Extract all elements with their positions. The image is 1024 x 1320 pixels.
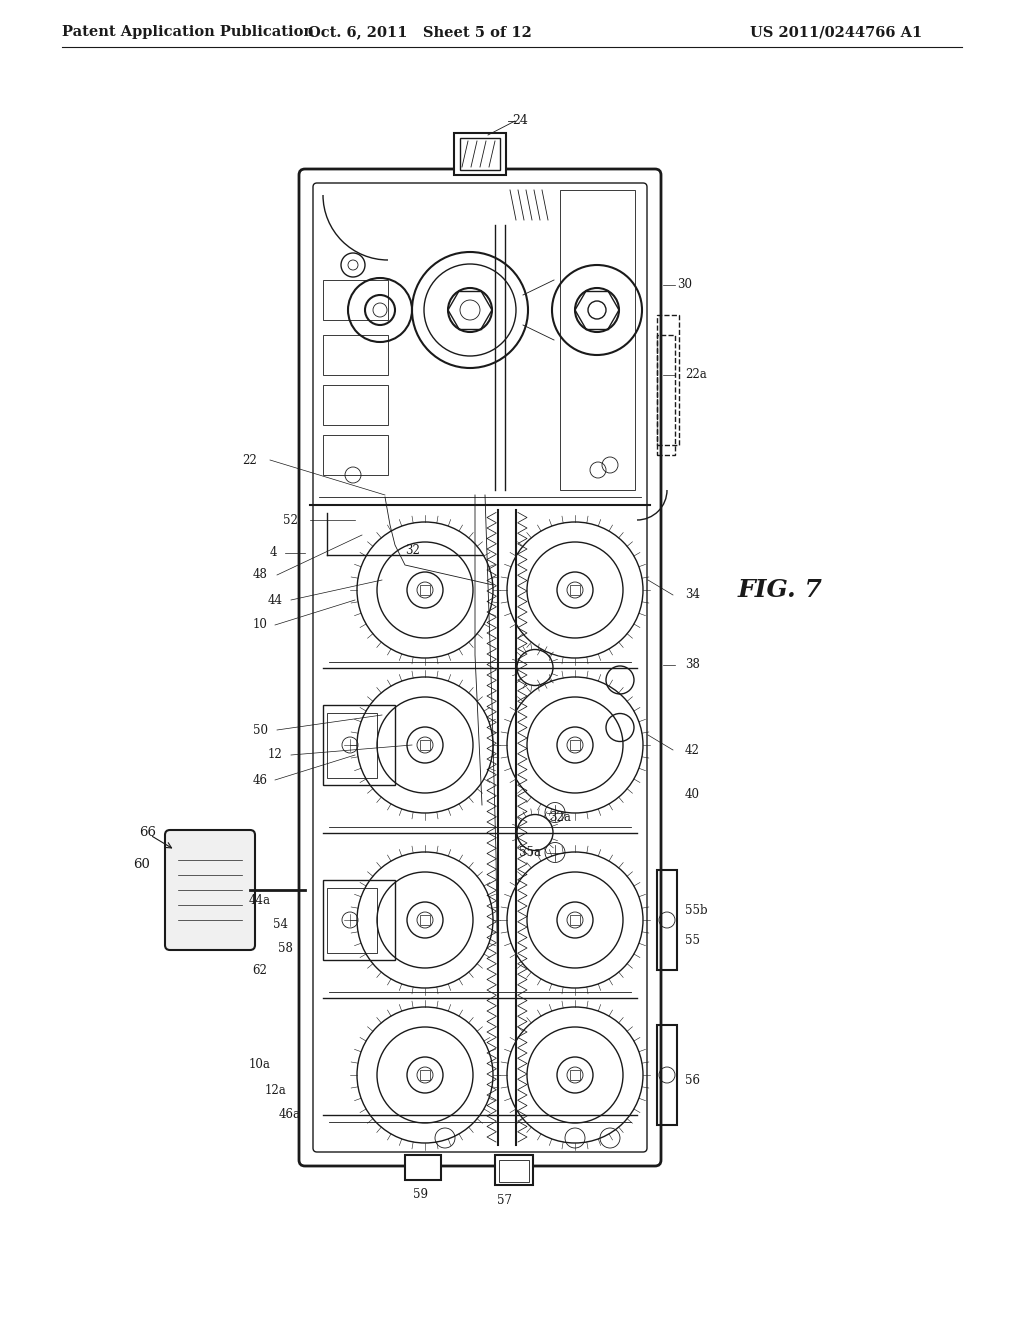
Text: Patent Application Publication: Patent Application Publication — [62, 25, 314, 40]
Text: 55b: 55b — [685, 903, 708, 916]
Text: 34: 34 — [685, 589, 700, 602]
Bar — [420, 1069, 430, 1080]
Bar — [569, 915, 581, 925]
Bar — [323, 436, 388, 475]
Bar — [657, 1026, 677, 1125]
Bar — [420, 585, 430, 595]
Text: 56: 56 — [685, 1073, 700, 1086]
Text: Oct. 6, 2011   Sheet 5 of 12: Oct. 6, 2011 Sheet 5 of 12 — [308, 25, 531, 40]
Text: 22a: 22a — [685, 368, 707, 381]
Text: 48: 48 — [253, 569, 267, 582]
Text: 58: 58 — [278, 941, 293, 954]
Text: 42: 42 — [685, 743, 699, 756]
Bar — [323, 385, 388, 425]
Bar — [323, 335, 388, 375]
Text: 50: 50 — [253, 723, 267, 737]
Text: 46a: 46a — [279, 1109, 301, 1122]
Bar — [657, 335, 675, 455]
Text: 32: 32 — [406, 544, 420, 557]
Text: 10: 10 — [253, 619, 267, 631]
Bar — [323, 280, 388, 319]
Bar — [323, 880, 395, 960]
Text: 24: 24 — [512, 115, 528, 128]
Text: 38: 38 — [685, 659, 699, 672]
Text: 10a: 10a — [249, 1059, 271, 1072]
Text: 12: 12 — [267, 748, 283, 762]
Bar — [420, 739, 430, 750]
Text: 44a: 44a — [249, 894, 271, 907]
Bar — [657, 870, 677, 970]
Text: 62: 62 — [253, 964, 267, 977]
Text: 57: 57 — [498, 1193, 512, 1206]
Bar — [327, 887, 377, 953]
Bar — [460, 139, 500, 170]
Bar — [454, 133, 506, 176]
Bar — [323, 705, 395, 785]
Text: 54: 54 — [272, 919, 288, 932]
Bar — [420, 915, 430, 925]
Bar — [560, 190, 635, 490]
Bar — [657, 315, 679, 445]
Bar — [406, 1155, 441, 1180]
Bar — [495, 1155, 534, 1185]
Text: 32a: 32a — [549, 810, 571, 824]
Text: US 2011/0244766 A1: US 2011/0244766 A1 — [750, 25, 923, 40]
Text: 4: 4 — [269, 546, 276, 560]
Text: 30: 30 — [678, 279, 692, 292]
Text: 55: 55 — [685, 933, 700, 946]
FancyBboxPatch shape — [165, 830, 255, 950]
Text: 52: 52 — [283, 513, 297, 527]
Text: 12a: 12a — [264, 1084, 286, 1097]
Text: 60: 60 — [133, 858, 151, 871]
Text: FIG. 7: FIG. 7 — [737, 578, 822, 602]
Bar — [327, 713, 377, 777]
Bar — [499, 1160, 529, 1181]
Bar — [569, 1069, 581, 1080]
Text: 66: 66 — [139, 825, 157, 838]
Text: 55a: 55a — [519, 846, 541, 859]
Bar — [569, 585, 581, 595]
Text: 44: 44 — [267, 594, 283, 606]
Text: 22: 22 — [243, 454, 257, 466]
Text: 46: 46 — [253, 774, 267, 787]
Text: 59: 59 — [413, 1188, 427, 1201]
Bar — [569, 739, 581, 750]
Text: 40: 40 — [685, 788, 700, 801]
